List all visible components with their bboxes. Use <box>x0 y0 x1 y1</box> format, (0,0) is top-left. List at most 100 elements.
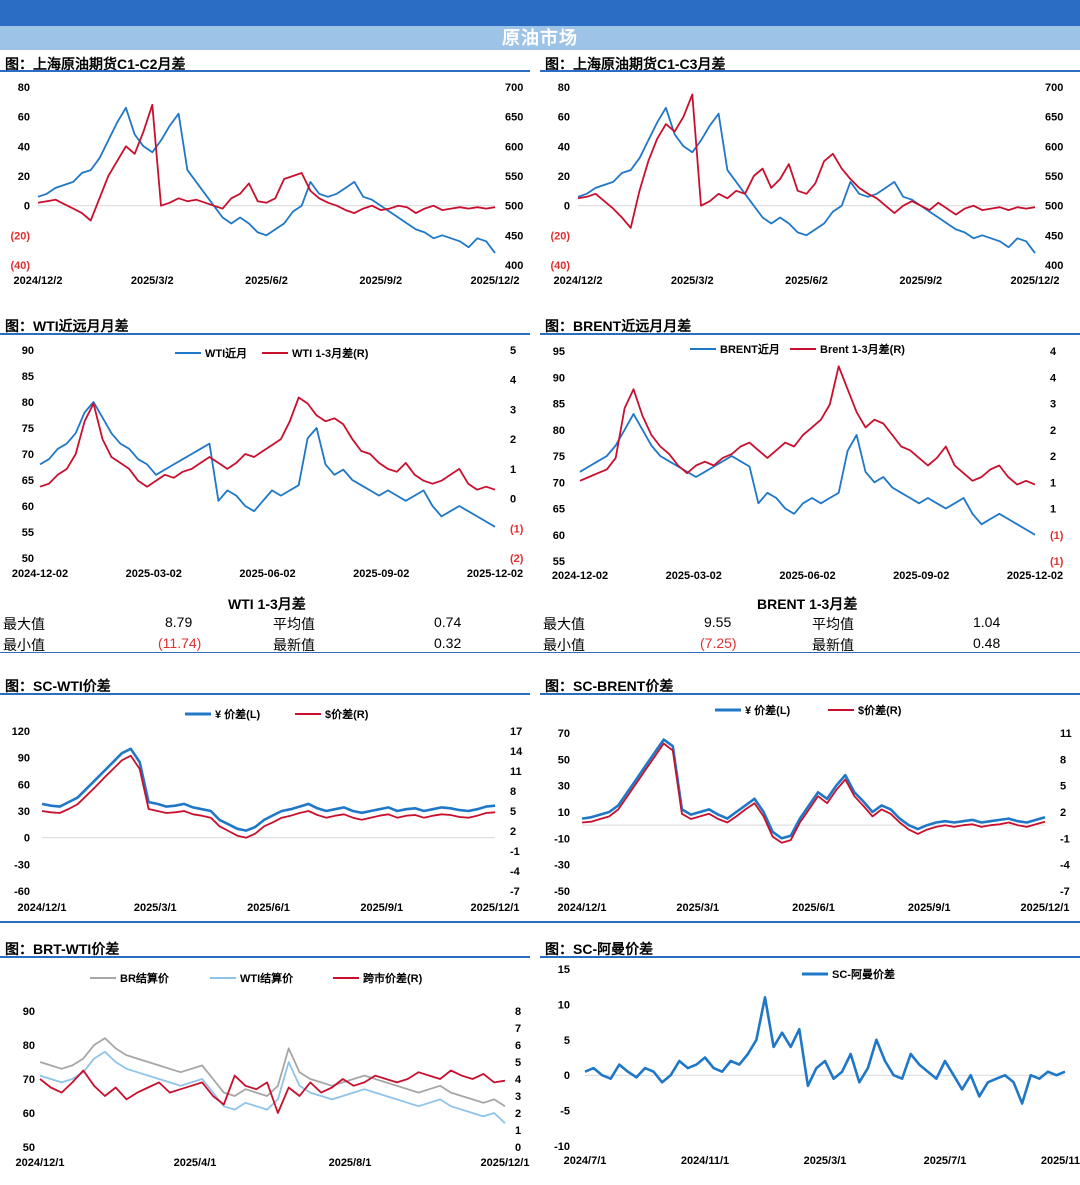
y-tick-left: 10 <box>558 807 570 819</box>
y-tick-left: 20 <box>18 171 30 183</box>
series-line-blue <box>41 747 496 832</box>
y-tick-right: 3 <box>515 1091 521 1103</box>
y-tick-right: 5 <box>510 345 516 357</box>
panel-divider <box>540 693 1080 695</box>
y-tick-right: -4 <box>510 866 521 878</box>
y-tick-left: 90 <box>18 753 30 765</box>
series-line-red <box>37 103 496 222</box>
x-tick: 2025/4/1 <box>174 1157 217 1169</box>
section-divider <box>0 921 1080 923</box>
chart-c1c2: 80 60 40 20 0 (20) (40) 700 650 600 550 500 450 400 20… <box>10 82 523 287</box>
x-tick: 2024/12/2 <box>14 275 63 287</box>
y-tick-left: 55 <box>553 556 565 568</box>
y-tick-right: -1 <box>510 846 520 858</box>
y-tick-left: 70 <box>558 728 570 740</box>
x-tick: 2025/6/1 <box>792 902 835 914</box>
wti-avg-value: 0.74 <box>434 614 462 630</box>
legend-label: WTI近月 <box>205 346 247 360</box>
x-tick: 2025/9/2 <box>899 275 942 287</box>
wti-max-label: 最大值 <box>3 616 45 632</box>
y-tick-left: 50 <box>23 1142 35 1154</box>
chart-title-c1c3: 图：上海原油期货C1-C3月差 <box>545 56 726 72</box>
y-tick-left: 30 <box>558 781 570 793</box>
y-tick-right: (1) <box>510 523 524 535</box>
y-tick-right: (1) <box>1050 530 1064 542</box>
legend-label: $价差(R) <box>858 703 902 717</box>
series-line-blue <box>37 106 496 254</box>
x-tick: 2025/12/1 <box>1021 902 1070 914</box>
x-tick: 2024/12/1 <box>18 902 67 914</box>
x-tick: 2025/12/2 <box>471 275 520 287</box>
y-tick-right: 1 <box>1050 504 1056 516</box>
legend-label: BR结算价 <box>120 971 170 985</box>
brent-max-label: 最大值 <box>543 616 585 632</box>
chart-title-scbrent: 图：SC-BRENT价差 <box>545 678 674 694</box>
y-tick-right: 2 <box>510 826 516 838</box>
x-tick: 2024-12-02 <box>12 568 68 580</box>
y-tick-left: 5 <box>564 1035 570 1047</box>
legend-label: SC-阿曼价差 <box>832 967 895 981</box>
y-tick-left: 95 <box>553 346 565 358</box>
x-tick: 2025-03-02 <box>126 568 182 580</box>
y-tick-right: -4 <box>1060 860 1071 872</box>
panel-divider <box>0 693 530 695</box>
y-tick-right: 8 <box>515 1006 521 1018</box>
top-bar <box>0 0 1080 26</box>
chart-title-scwti: 图：SC-WTI价差 <box>5 678 111 694</box>
x-tick: 2025/9/1 <box>908 902 951 914</box>
panel-divider <box>540 956 1080 958</box>
y-tick-right: 5 <box>510 806 516 818</box>
x-tick: 2025/6/1 <box>247 902 290 914</box>
y-tick-right: 4 <box>1050 372 1057 384</box>
y-tick-right: 2 <box>1060 807 1066 819</box>
chart-title-scoman: 图：SC-阿曼价差 <box>545 941 654 957</box>
y-tick-left: 80 <box>23 1040 35 1052</box>
y-tick-left: 60 <box>553 530 565 542</box>
x-tick: 2024-12-02 <box>552 570 608 582</box>
x-tick: 2024/7/1 <box>564 1155 607 1167</box>
y-tick-right: 2 <box>1050 451 1056 463</box>
x-tick: 2024/12/1 <box>16 1157 65 1169</box>
y-tick-right: 11 <box>1060 728 1072 740</box>
y-tick-left: 80 <box>553 425 565 437</box>
y-tick-right: 600 <box>505 141 523 153</box>
stats-divider <box>0 652 1080 653</box>
y-tick-left: 70 <box>553 477 565 489</box>
y-tick-left: -50 <box>554 886 570 898</box>
wti-avg-label: 平均值 <box>273 616 315 632</box>
chart-scbrent: 70 50 30 10 -10 -30 -50 11 8 5 2 -1 -4 -7 2024/12/1 202… <box>554 703 1072 914</box>
y-tick-right: 14 <box>510 746 523 758</box>
x-tick: 2025/3/1 <box>134 902 177 914</box>
y-tick-left: 75 <box>22 423 34 435</box>
x-tick: 2025/6/2 <box>245 275 288 287</box>
series-line-red <box>41 754 496 839</box>
y-tick-left: 40 <box>558 141 570 153</box>
x-tick: 2025-12-02 <box>467 568 523 580</box>
brent-latest-value: 0.48 <box>973 635 1001 651</box>
legend-label: ¥ 价差(L) <box>215 707 261 721</box>
y-tick-left: (40) <box>10 260 30 272</box>
legend-label: WTI结算价 <box>240 971 294 985</box>
y-tick-right: 7 <box>515 1023 521 1035</box>
series-line-red <box>39 1069 506 1114</box>
x-tick: 2025-12-02 <box>1007 570 1063 582</box>
y-tick-left: 0 <box>24 833 30 845</box>
wti-min-value: (11.74) <box>158 635 202 651</box>
y-tick-left: 75 <box>553 451 565 463</box>
y-tick-right: 0 <box>515 1142 521 1154</box>
y-tick-left: 80 <box>18 82 30 94</box>
chart-brent: 95 90 85 80 75 70 65 60 55 4 4 3 2 2 1 1 (1) (1) 2024-12-0… <box>552 342 1064 582</box>
y-tick-right: 550 <box>1045 171 1063 183</box>
y-tick-right: 450 <box>505 230 523 242</box>
y-tick-left: 60 <box>22 501 34 513</box>
y-tick-left: (20) <box>10 230 30 242</box>
x-tick: 2025/9/1 <box>360 902 403 914</box>
legend-label: Brent 1-3月差(R) <box>820 342 905 356</box>
y-tick-right: (2) <box>510 553 524 565</box>
wti-latest-label: 最新值 <box>273 637 315 653</box>
y-tick-left: -5 <box>560 1106 570 1118</box>
chart-title-brent: 图：BRENT近远月月差 <box>545 318 692 334</box>
y-tick-left: 70 <box>23 1074 35 1086</box>
series-line-red <box>581 742 1046 844</box>
y-tick-left: -10 <box>554 1141 570 1153</box>
